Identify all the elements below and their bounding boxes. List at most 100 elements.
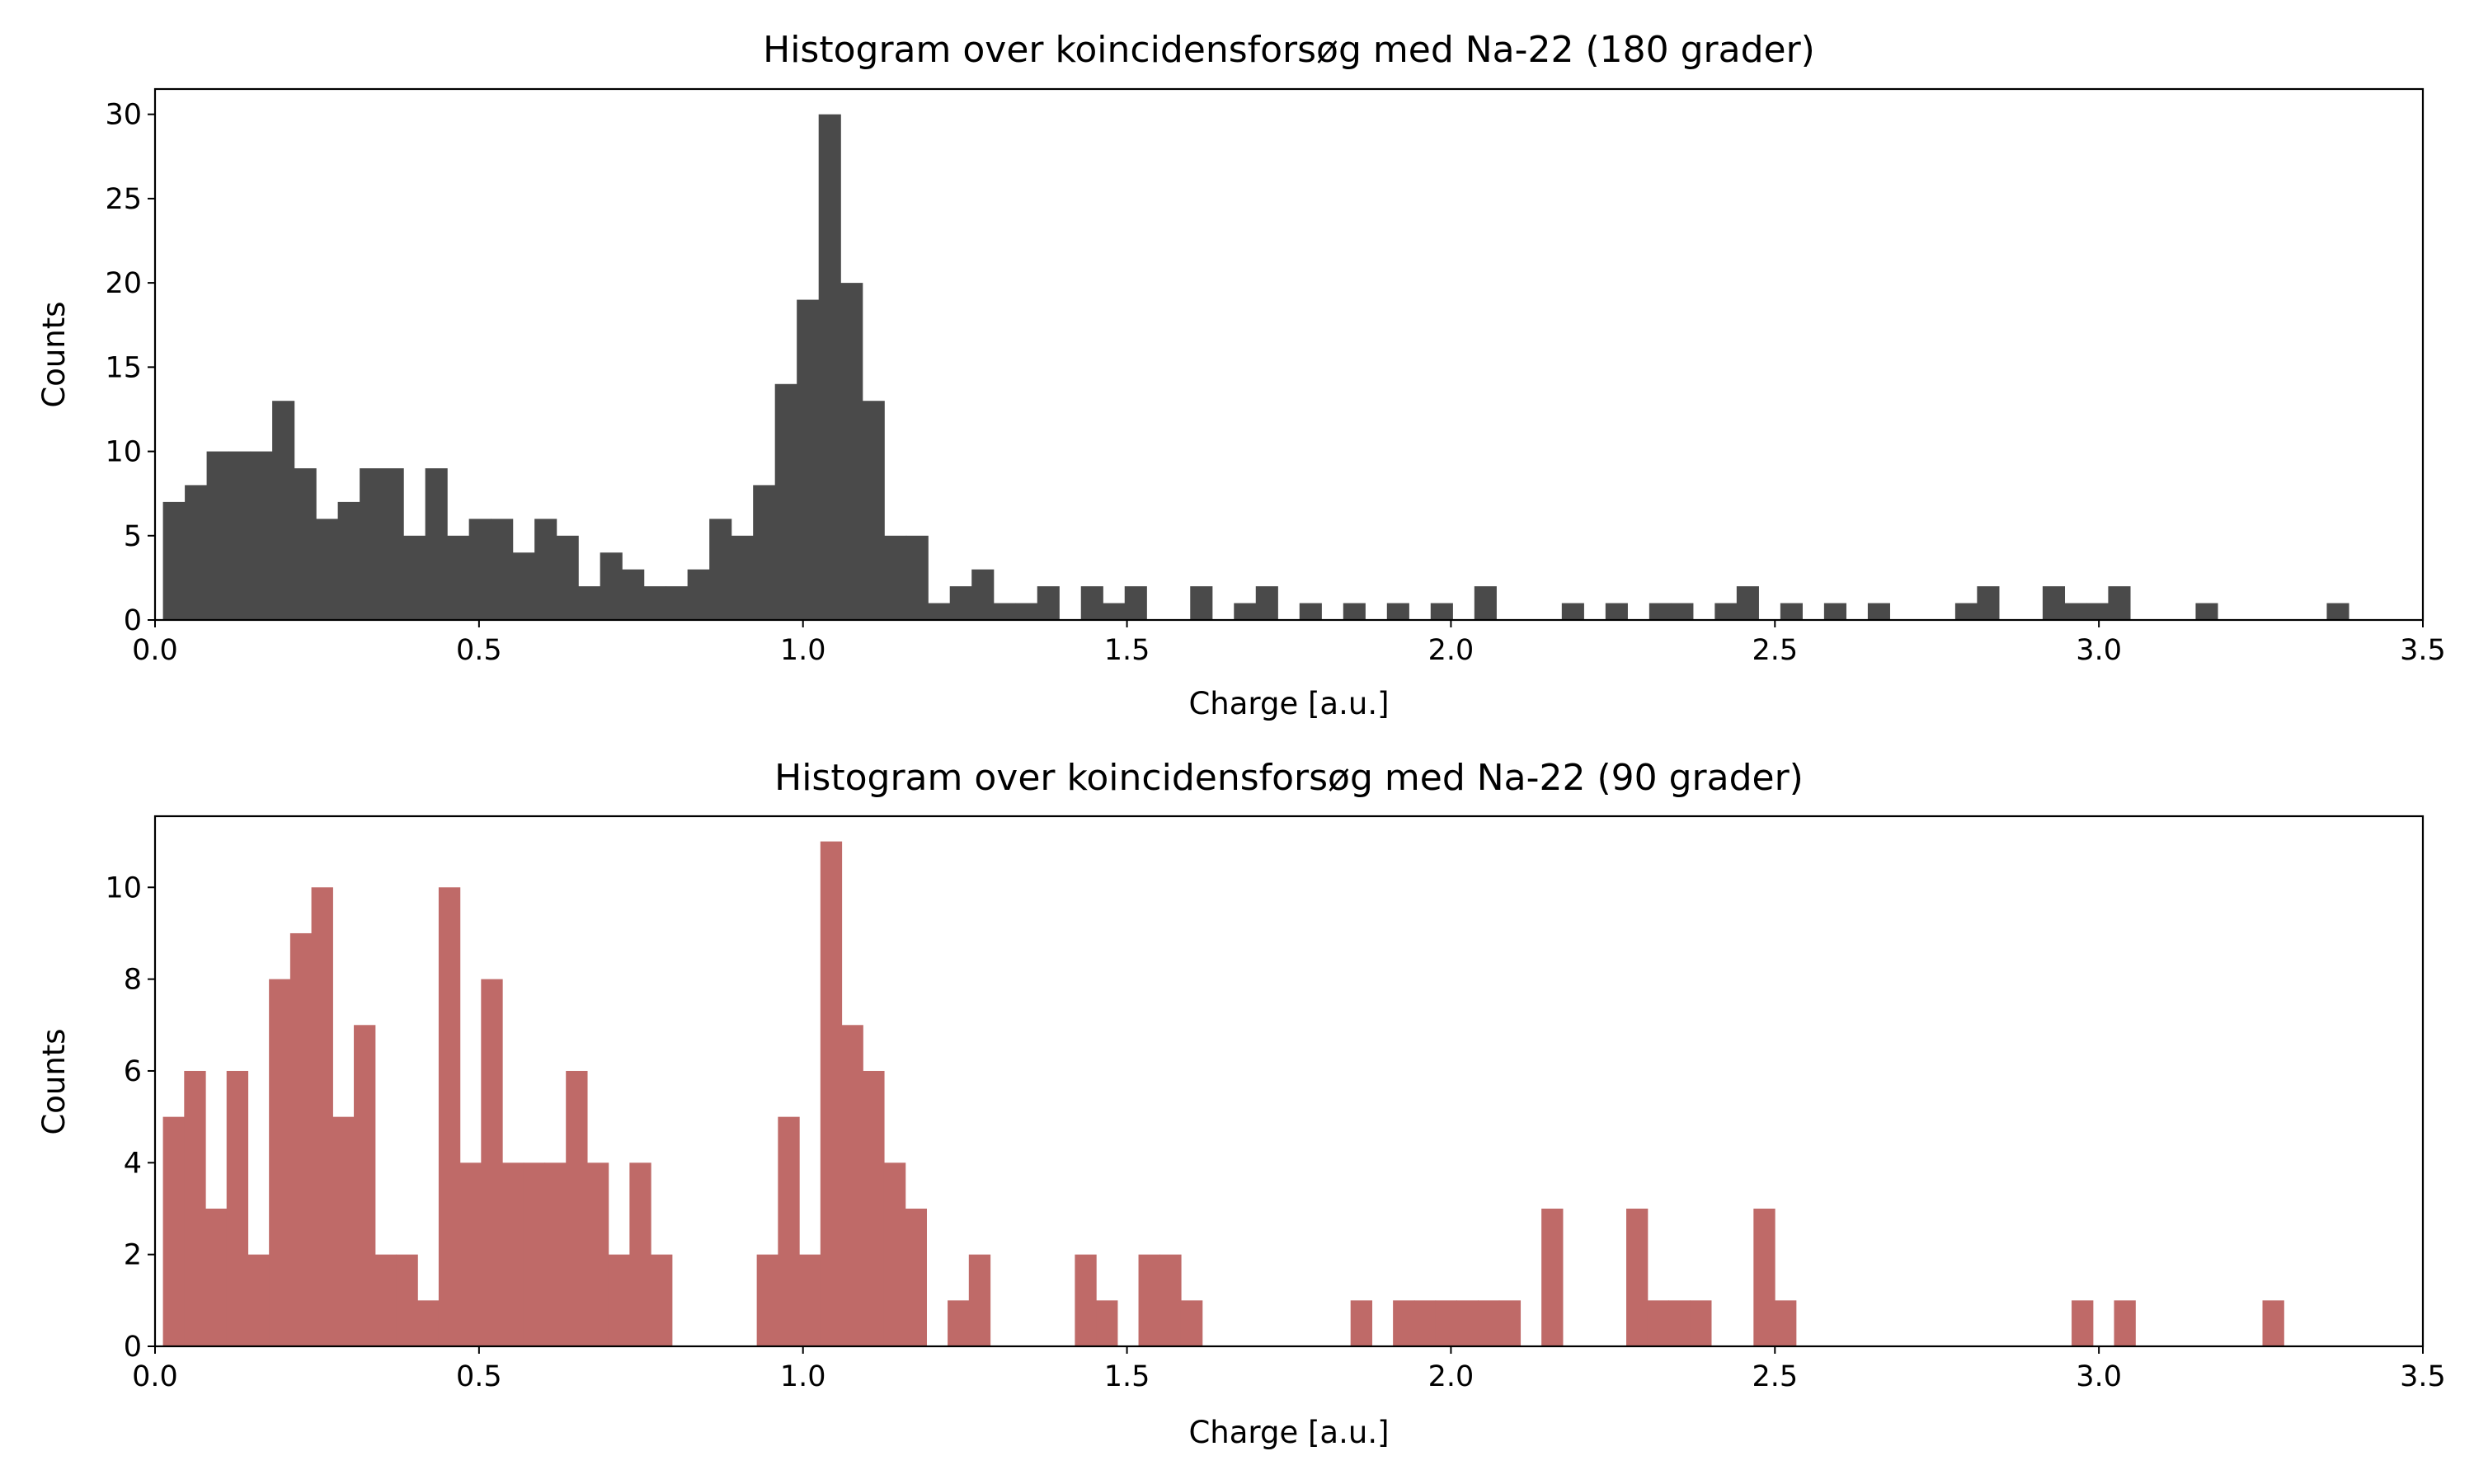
x-tick-label: 0.5 (456, 1360, 502, 1393)
x-tick-label: 2.5 (1752, 1360, 1798, 1393)
histogram-bar-90 (396, 1254, 418, 1346)
histogram-180-panel: Histogram over koincidensforsøg med Na-2… (36, 29, 2446, 721)
histogram-bar-180 (666, 586, 689, 620)
histogram-bar-90 (1096, 1300, 1118, 1346)
histogram-bar-180 (2195, 603, 2218, 620)
histogram-bar-90 (417, 1300, 440, 1346)
bars-180 (162, 114, 2349, 621)
histogram-bar-90 (1413, 1300, 1437, 1346)
x-tick-label: 1.0 (780, 634, 826, 667)
histogram-bar-180 (447, 535, 470, 620)
histogram-bar-180 (185, 485, 208, 620)
histogram-bar-90 (438, 887, 461, 1346)
histogram-bar-90 (799, 1254, 821, 1346)
y-tick-label: 30 (105, 99, 142, 132)
histogram-bar-90 (1753, 1208, 1776, 1346)
x-tick-label: 0.5 (456, 634, 502, 667)
histogram-bar-180 (643, 586, 666, 620)
histogram-bar-180 (1605, 603, 1628, 620)
x-tick-label: 2.0 (1428, 1360, 1475, 1393)
histogram-bar-180 (1649, 603, 1672, 620)
histogram-bar-180 (774, 383, 797, 620)
histogram-bar-90 (778, 1116, 800, 1346)
histogram-bar-180 (1103, 603, 1126, 620)
histogram-bar-180 (1954, 603, 1978, 620)
y-tick-label: 15 (105, 351, 142, 384)
histogram-bar-90 (1180, 1300, 1203, 1346)
y-axis-label-180: Counts (36, 301, 72, 407)
histogram-bar-180 (797, 299, 820, 620)
histogram-bar-90 (311, 887, 333, 1346)
x-tick-label: 1.5 (1104, 1360, 1150, 1393)
x-tick-label: 3.0 (2076, 1360, 2122, 1393)
histogram-bar-180 (622, 569, 645, 620)
y-tick-label: 6 (124, 1055, 142, 1088)
histogram-bar-90 (205, 1208, 228, 1346)
histogram-bar-180 (1474, 586, 1497, 620)
x-ticks-90: 0.0 0.5 1.0 1.5 2.0 2.5 3.0 3.5 (132, 1346, 2446, 1393)
histogram-bar-90 (841, 1025, 863, 1346)
histogram-bar-90 (883, 1162, 906, 1346)
histogram-bar-90 (1668, 1300, 1691, 1346)
histogram-bar-90 (2262, 1300, 2284, 1346)
histogram-bar-90 (269, 979, 291, 1346)
histogram-bar-180 (2086, 603, 2109, 620)
histogram-bar-180 (1255, 586, 1278, 620)
plot-frame-90 (153, 815, 2425, 1348)
histogram-bar-90 (354, 1025, 376, 1346)
histogram-bar-180 (425, 468, 448, 620)
histogram-bar-90 (332, 1116, 355, 1346)
histogram-bar-90 (1498, 1300, 1522, 1346)
histogram-bar-180 (512, 552, 535, 620)
histogram-bar-180 (1714, 603, 1738, 620)
histogram-bar-90 (968, 1254, 991, 1346)
histogram-bar-180 (1234, 603, 1257, 620)
histogram-bar-180 (1015, 603, 1038, 620)
histogram-bar-90 (459, 1162, 482, 1346)
histogram-bar-180 (228, 451, 252, 620)
histogram-bar-180 (491, 519, 514, 620)
histogram-bar-180 (971, 569, 995, 620)
plot-frame-180 (153, 87, 2425, 622)
histogram-bar-180 (360, 468, 383, 620)
histogram-bar-90 (820, 841, 843, 1346)
x-tick-label: 2.5 (1752, 634, 1798, 667)
y-tick-label: 10 (105, 871, 142, 904)
histogram-bar-180 (162, 501, 186, 620)
histogram-bar-90 (1435, 1300, 1457, 1346)
y-tick-label: 8 (124, 964, 142, 997)
histogram-bar-180 (1736, 586, 1759, 620)
histogram-bar-90 (162, 1116, 185, 1346)
histogram-bar-180 (250, 451, 273, 620)
histogram-bar-180 (381, 468, 404, 620)
histogram-bar-180 (840, 283, 863, 620)
histogram-bar-90 (1478, 1300, 1500, 1346)
histogram-bar-180 (687, 569, 710, 620)
histogram-bar-90 (1541, 1208, 1564, 1346)
x-tick-label: 0.0 (132, 1360, 178, 1393)
y-ticks-90: 0 2 4 6 8 10 (105, 871, 155, 1364)
histogram-bar-180 (272, 401, 295, 620)
histogram-bar-180 (2108, 586, 2131, 620)
histogram-bar-90 (1647, 1300, 1670, 1346)
histogram-bar-90 (1690, 1300, 1712, 1346)
histogram-bar-180 (1671, 603, 1694, 620)
x-tick-label: 3.5 (2400, 634, 2446, 667)
y-tick-label: 0 (124, 1331, 142, 1364)
histogram-bar-180 (1561, 603, 1584, 620)
x-tick-label: 1.0 (780, 1360, 826, 1393)
chart-title-90: Histogram over koincidensforsøg med Na-2… (774, 757, 1804, 799)
y-ticks-180: 0 5 10 15 20 25 30 (105, 99, 155, 637)
histogram-bar-90 (608, 1254, 630, 1346)
y-axis-label-90: Counts (36, 1028, 72, 1134)
y-tick-label: 4 (124, 1147, 142, 1180)
histogram-bar-180 (1080, 586, 1103, 620)
histogram-bar-180 (1823, 603, 1846, 620)
histogram-bar-180 (2042, 586, 2066, 620)
histogram-bar-90 (2072, 1300, 2094, 1346)
histogram-bar-90 (651, 1254, 673, 1346)
histogram-bar-90 (1393, 1300, 1415, 1346)
histogram-bar-90 (1626, 1208, 1649, 1346)
x-axis-label-90: Charge [a.u.] (1188, 1415, 1389, 1450)
histogram-bar-180 (403, 535, 426, 620)
